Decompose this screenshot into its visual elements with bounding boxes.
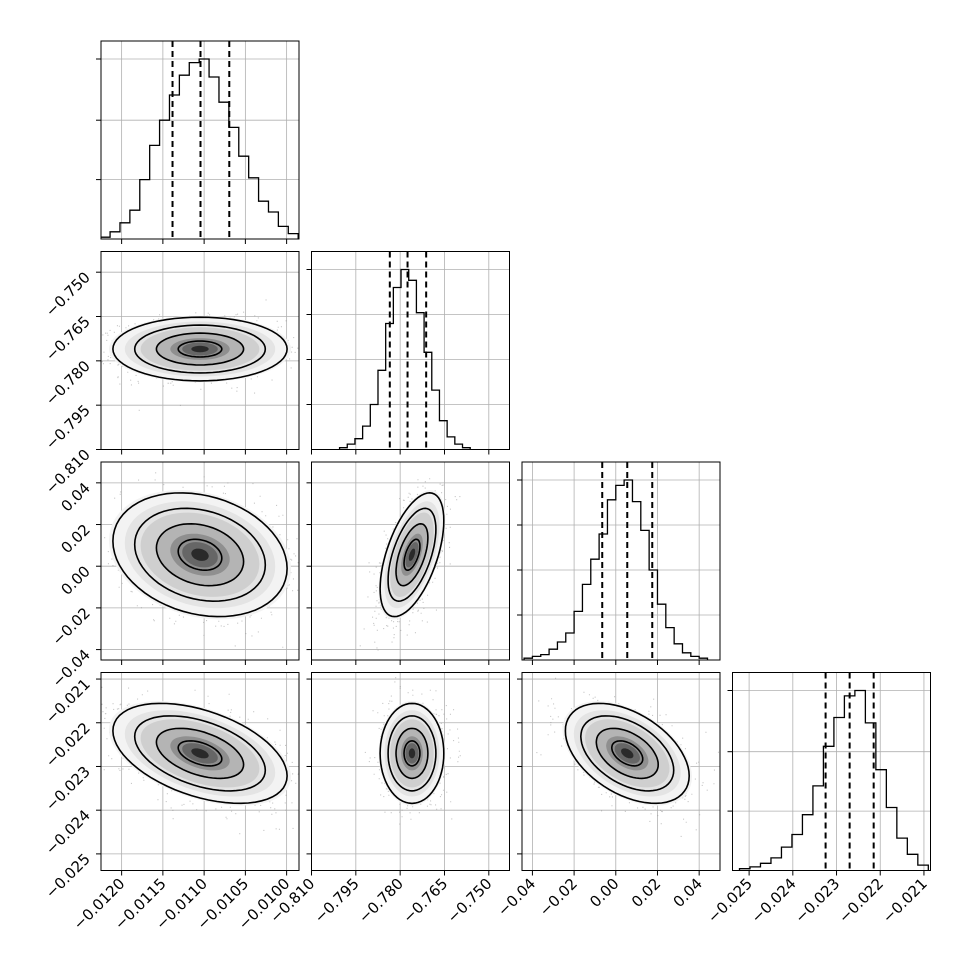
- density-fill: [191, 548, 209, 561]
- y-tick-label: 0.00: [57, 562, 93, 598]
- contour-line: [403, 538, 421, 571]
- panel-frame: [732, 672, 931, 871]
- contour-line: [133, 507, 267, 603]
- panel-frame: [311, 672, 510, 871]
- x-tick-label: −0.021: [879, 875, 931, 927]
- histogram-steps: [523, 479, 709, 660]
- contour-line: [177, 340, 223, 358]
- x-tick-label: −0.02: [536, 875, 581, 920]
- y-tick-label: −0.024: [42, 806, 94, 858]
- density-fill: [191, 748, 209, 759]
- y-tick-label: −0.780: [42, 357, 94, 409]
- contour-line: [177, 740, 223, 767]
- panel-frame: [311, 461, 510, 661]
- scatter-content: [101, 472, 299, 648]
- panel-frame: [100, 461, 300, 661]
- density-fill: [408, 748, 416, 759]
- x-tick-label: −0.780: [355, 875, 407, 927]
- y-tick-label: −0.022: [42, 719, 94, 771]
- scatter-panel-0-2: [96, 461, 300, 665]
- density-fill: [191, 345, 209, 353]
- x-tick-label: 0.00: [586, 875, 622, 911]
- y-tick-label: −0.750: [42, 268, 94, 320]
- contour-line: [564, 702, 691, 805]
- histogram-steps: [101, 58, 299, 239]
- contour-line: [379, 702, 445, 805]
- contour-line: [395, 727, 429, 780]
- histogram-steps: [338, 268, 471, 450]
- contour-line: [387, 715, 437, 792]
- x-tick-label: −0.795: [311, 875, 363, 927]
- scatter-content: [359, 478, 461, 651]
- scatter-panel-0-1: [96, 251, 300, 455]
- panel-frame: [521, 672, 721, 871]
- panel-frame: [100, 672, 300, 871]
- contour-line: [579, 715, 675, 792]
- contour-line: [379, 491, 445, 618]
- y-tick-label: −0.023: [42, 763, 94, 815]
- panel-frame: [521, 461, 721, 661]
- contour-line: [155, 727, 245, 780]
- x-tick-label: −0.765: [399, 875, 451, 927]
- scatter-panel-2-3: [517, 672, 721, 876]
- contour-line: [395, 522, 429, 587]
- x-tick-label: −0.024: [748, 875, 800, 927]
- histogram-steps: [738, 689, 929, 871]
- contour-line: [403, 740, 421, 767]
- y-tick-label: −0.795: [42, 401, 94, 453]
- contour-line: [112, 492, 288, 618]
- scatter-panel-1-2: [306, 461, 510, 665]
- x-tick-label: −0.023: [791, 875, 843, 927]
- contour-line: [112, 702, 288, 805]
- contour-line: [177, 538, 223, 571]
- density-fill: [621, 748, 634, 759]
- scatter-content: [101, 299, 299, 411]
- x-tick-label: −0.04: [494, 875, 539, 920]
- x-tick-label: 0.02: [628, 875, 664, 911]
- scatter-content: [101, 686, 299, 835]
- x-tick-label: 0.04: [670, 875, 706, 911]
- contour-line: [155, 522, 245, 587]
- x-tick-label: −0.750: [444, 875, 496, 927]
- panel-frame: [100, 251, 300, 450]
- contour-line: [112, 316, 288, 382]
- contour-line: [133, 715, 267, 792]
- y-tick-label: −0.025: [42, 850, 94, 902]
- contour-line: [133, 324, 267, 374]
- scatter-content: [536, 677, 719, 837]
- histogram-panel-0: [96, 40, 300, 244]
- y-tick-label: 0.02: [57, 521, 93, 557]
- scatter-panel-0-3: [96, 672, 300, 876]
- x-tick-label: −0.022: [835, 875, 887, 927]
- histogram-panel-1: [306, 251, 510, 455]
- scatter-content: [364, 677, 461, 825]
- scatter-points: [364, 677, 461, 825]
- y-tick-label: −0.02: [49, 604, 94, 649]
- density-fill: [408, 548, 416, 561]
- x-tick-label: −0.025: [704, 875, 756, 927]
- contour-line: [610, 740, 644, 767]
- contour-line: [387, 507, 437, 603]
- scatter-panel-1-3: [306, 672, 510, 876]
- contour-line: [155, 332, 245, 366]
- panel-frame: [311, 251, 510, 450]
- histogram-panel-2: [517, 461, 721, 665]
- y-tick-label: −0.765: [42, 313, 94, 365]
- contour-line: [595, 727, 660, 780]
- panel-frame: [100, 40, 300, 240]
- histogram-panel-3: [727, 672, 931, 876]
